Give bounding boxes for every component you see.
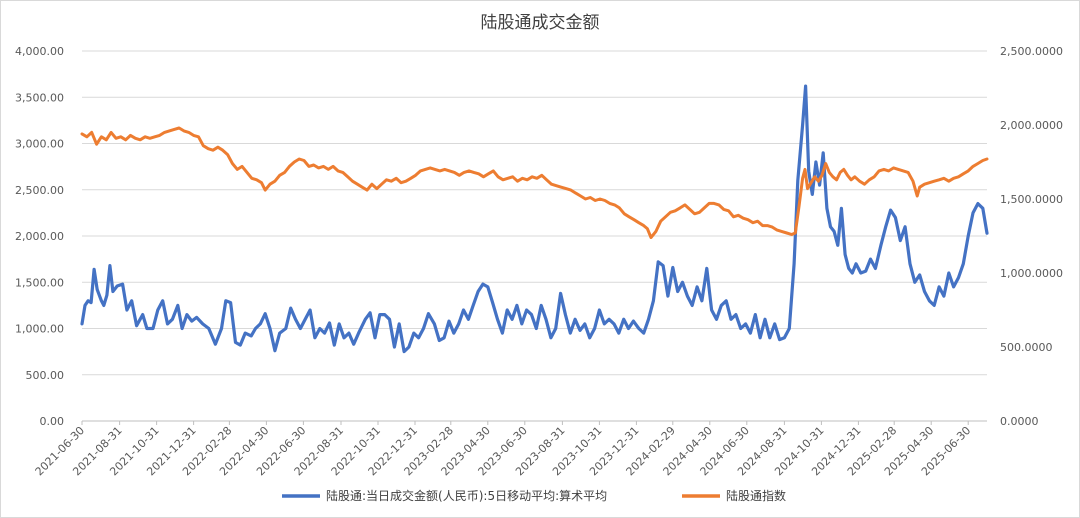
right-axis-tick-labels: 0.0000 500.0000 1,000.0000 1,500.0000 2,000.… — [1000, 45, 1063, 428]
right-tick-label: 2,500.0000 — [1000, 45, 1063, 58]
left-tick-label: 2,500.00 — [15, 184, 64, 197]
right-tick-label: 500.0000 — [1000, 341, 1053, 354]
series-lines — [80, 84, 989, 354]
right-tick-label: 1,000.0000 — [1000, 267, 1063, 280]
left-tick-label: 4,000.00 — [15, 45, 64, 58]
right-tick-label: 0.0000 — [1000, 415, 1039, 428]
legend-label-turnover: 陆股通:当日成交金额(人民币):5日移动平均:算术平均 — [326, 488, 607, 503]
gridlines — [82, 50, 987, 422]
left-tick-label: 1,500.00 — [15, 276, 64, 289]
right-tick-label: 1,500.0000 — [1000, 193, 1063, 206]
series-line-turnover — [80, 84, 989, 354]
left-tick-label: 3,500.00 — [15, 91, 64, 104]
chart-title: 陆股通成交金额 — [481, 13, 600, 33]
left-tick-label: 1,000.00 — [15, 323, 64, 336]
right-tick-label: 2,000.0000 — [1000, 119, 1063, 132]
left-tick-label: 2,000.00 — [15, 230, 64, 243]
legend-label-index: 陆股通指数 — [726, 488, 786, 503]
legend: 陆股通:当日成交金额(人民币):5日移动平均:算术平均 陆股通指数 — [282, 488, 786, 503]
series-line-index — [80, 126, 989, 239]
left-tick-label: 500.00 — [26, 369, 65, 382]
left-tick-label: 3,000.00 — [15, 138, 64, 151]
left-axis-tick-labels: 0.00 500.00 1,000.00 1,500.00 2,000.00 2,500.… — [15, 45, 64, 428]
left-tick-label: 0.00 — [40, 415, 65, 428]
